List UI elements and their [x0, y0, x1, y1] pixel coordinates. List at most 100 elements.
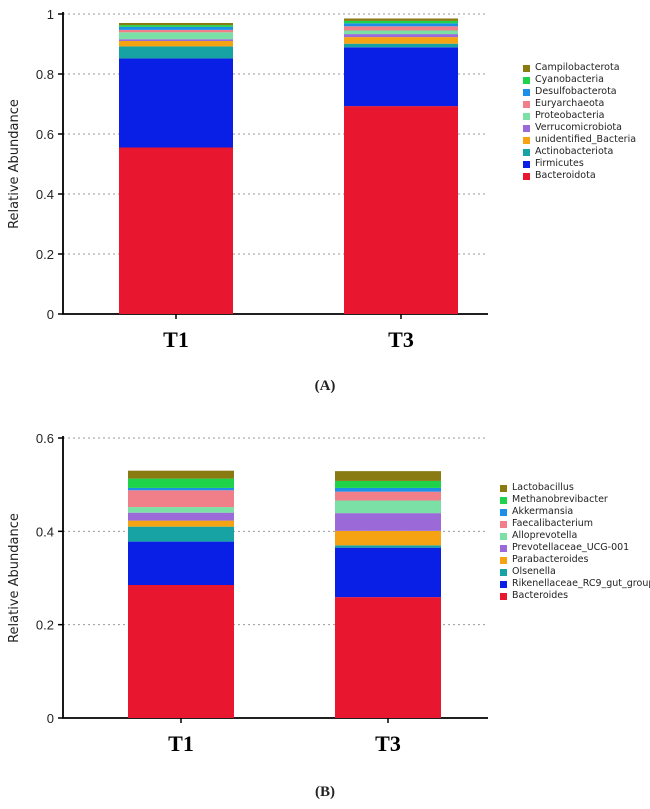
legend-item: Firmicutes	[523, 158, 636, 170]
bar-segment-euryarchaeota-t3	[344, 26, 458, 31]
bar-segment-akkermansia-t3	[335, 487, 441, 492]
legend-swatch	[523, 160, 530, 168]
bar-segment-bacteroidota-t1	[119, 147, 233, 314]
bar-segment-lactobacillus-t3	[335, 471, 441, 481]
legend-swatch	[523, 88, 530, 96]
legend-label: Proteobacteria	[535, 110, 605, 121]
bar-segment-unidentified-bacteria-t3	[344, 37, 458, 44]
bar-segment-alloprevotella-t3	[335, 500, 441, 514]
legend-item: unidentified_Bacteria	[523, 134, 636, 146]
y-axis-label: Relative Abundance	[7, 513, 22, 643]
legend-item: Verrucomicrobiota	[523, 122, 636, 134]
caption-a: (A)	[314, 378, 336, 394]
x-tick-label-t1: T1	[163, 327, 189, 352]
bar-segment-desulfobacterota-t1	[119, 26, 233, 30]
y-tick-label: 1	[47, 7, 54, 22]
legend-label: Akkermansia	[512, 506, 574, 517]
y-tick-label: 0.6	[36, 127, 54, 142]
bar-segment-unidentified-bacteria-t1	[119, 41, 233, 47]
legend-swatch	[523, 64, 530, 72]
legend-item: Methanobrevibacter	[500, 494, 650, 506]
legend-item: Campilobacterota	[523, 62, 636, 74]
bar-segment-campilobacterota-t3	[344, 18, 458, 21]
bar-segment-faecalibacterium-t1	[128, 490, 234, 508]
bar-segment-bacteroidota-t3	[344, 106, 458, 314]
legend-swatch	[500, 592, 507, 600]
legend-swatch	[500, 544, 507, 552]
legend-swatch	[500, 484, 507, 492]
y-tick-label: 0.2	[36, 247, 54, 262]
legend-swatch	[500, 556, 507, 564]
legend-b: Lactobacillus Methanobrevibacter Akkermans…	[500, 482, 650, 602]
legend-item: Desulfobacterota	[523, 86, 636, 98]
legend-label: Methanobrevibacter	[512, 494, 608, 505]
y-tick-label: 0.8	[36, 67, 54, 82]
legend-swatch	[523, 112, 530, 120]
bar-segment-olsenella-t3	[335, 545, 441, 548]
legend-swatch	[523, 136, 530, 144]
legend-label: Lactobacillus	[512, 482, 574, 493]
legend-label: Firmicutes	[535, 158, 584, 169]
legend-swatch	[500, 568, 507, 576]
legend-item: Bacteroides	[500, 590, 650, 602]
legend-label: Prevotellaceae_UCG-001	[512, 542, 630, 553]
legend-item: Lactobacillus	[500, 482, 650, 494]
bar-segment-parabacteroides-t3	[335, 530, 441, 546]
legend-label: Campilobacterota	[535, 62, 620, 73]
legend-item: Cyanobacteria	[523, 74, 636, 86]
bar-segment-campilobacterota-t1	[119, 23, 233, 26]
chart-b: 0 0.2 0.4 0.6 Relative Abundance T1 T3	[7, 431, 488, 756]
legend-swatch	[523, 124, 530, 132]
bar-segment-methanobrevibacter-t1	[128, 478, 234, 488]
bar-segment-euryarchaeota-t1	[119, 29, 233, 33]
y-tick-label: 0.4	[36, 187, 54, 202]
legend-label: Actinobacteriota	[535, 146, 614, 157]
y-tick-label: 0.4	[36, 524, 54, 539]
chart-a: 0 0.2 0.4 0.6 0.8 1 Relative Abundance T1 T3	[7, 7, 488, 352]
bar-segment-desulfobacterota-t3	[344, 23, 458, 27]
legend-item: Alloprevotella	[500, 530, 650, 542]
legend-item: Parabacteroides	[500, 554, 650, 566]
legend-swatch	[523, 172, 530, 180]
legend-item: Prevotellaceae_UCG-001	[500, 542, 650, 554]
y-axis-label: Relative Abundance	[7, 99, 22, 229]
bar-segment-verrucomicrobiota-t3	[344, 34, 458, 38]
legend-swatch	[523, 148, 530, 156]
bar-segment-akkermansia-t1	[128, 487, 234, 491]
legend-label: Parabacteroides	[512, 554, 589, 565]
legend-label: Olsenella	[512, 566, 556, 577]
bar-segment-prevotellaceae-ucg-001-t1	[128, 512, 234, 521]
y-tick-label: 0.2	[36, 618, 54, 633]
bar-segment-methanobrevibacter-t3	[335, 480, 441, 488]
legend-label: Euryarchaeota	[535, 98, 605, 109]
bar-segment-alloprevotella-t1	[128, 507, 234, 513]
y-tick-label: 0	[47, 307, 54, 322]
legend-swatch	[523, 76, 530, 84]
bar-segment-lactobacillus-t1	[128, 470, 234, 479]
legend-swatch	[523, 100, 530, 108]
legend-swatch	[500, 496, 507, 504]
legend-item: Actinobacteriota	[523, 146, 636, 158]
legend-label: unidentified_Bacteria	[535, 134, 637, 145]
legend-item: Rikenellaceae_RC9_gut_group	[500, 578, 650, 590]
legend-item: Proteobacteria	[523, 110, 636, 122]
bar-segment-faecalibacterium-t3	[335, 491, 441, 501]
bar-segment-bacteroides-t3	[335, 597, 441, 718]
bar-segment-cyanobacteria-t3	[344, 20, 458, 24]
bar-segment-verrucomicrobiota-t1	[119, 39, 233, 41]
legend-label: Desulfobacterota	[535, 86, 617, 97]
legend-swatch	[500, 580, 507, 588]
legend-item: Faecalibacterium	[500, 518, 650, 530]
bar-segment-rikenellaceae-rc9-gut-group-t3	[335, 547, 441, 598]
bar-segment-bacteroides-t1	[128, 585, 234, 718]
x-tick-label-t3: T3	[388, 327, 414, 352]
legend-item: Euryarchaeota	[523, 98, 636, 110]
legend-item: Akkermansia	[500, 506, 650, 518]
legend-label: Verrucomicrobiota	[535, 122, 622, 133]
bar-segment-actinobacteriota-t1	[119, 46, 233, 59]
y-tick-label: 0.6	[36, 431, 54, 446]
bar-segment-rikenellaceae-rc9-gut-group-t1	[128, 541, 234, 585]
caption-b: (B)	[315, 784, 335, 800]
legend-label: Rikenellaceae_RC9_gut_group	[512, 578, 650, 589]
bar-segment-proteobacteria-t1	[119, 32, 233, 40]
